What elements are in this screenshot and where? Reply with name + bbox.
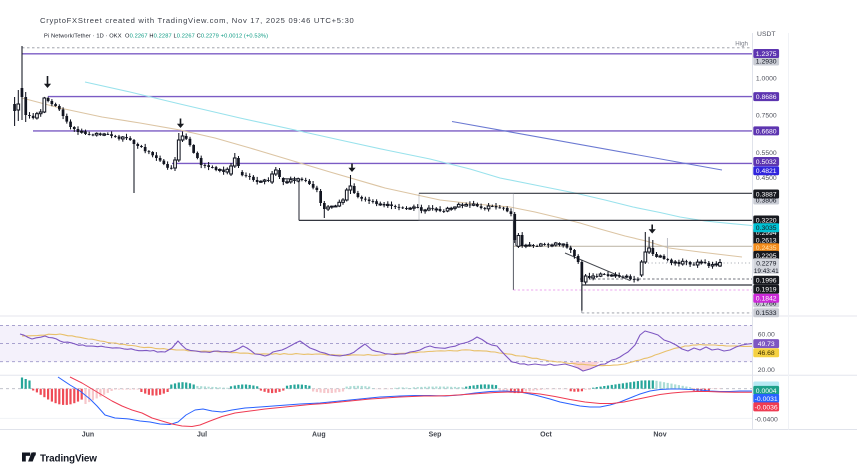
svg-text:0.8686: 0.8686 <box>756 94 777 101</box>
svg-text:Jul: Jul <box>197 431 207 438</box>
svg-text:60.00: 60.00 <box>758 332 775 339</box>
svg-text:19:43:41: 19:43:41 <box>754 268 779 275</box>
svg-text:0.2435: 0.2435 <box>756 245 777 252</box>
svg-text:0.5500: 0.5500 <box>756 150 777 157</box>
svg-text:0.1842: 0.1842 <box>756 296 777 303</box>
svg-text:-0.0400: -0.0400 <box>755 416 778 423</box>
svg-text:0.3887: 0.3887 <box>756 191 777 198</box>
svg-text:46.68: 46.68 <box>758 350 775 357</box>
svg-text:Oct: Oct <box>540 431 552 438</box>
svg-text:0.5032: 0.5032 <box>756 159 777 166</box>
svg-text:USDT: USDT <box>757 31 776 38</box>
svg-text:0.6680: 0.6680 <box>756 128 777 135</box>
svg-text:0.2994: 0.2994 <box>756 230 777 237</box>
svg-text:Pi Network/Tether · 1D · OKX: Pi Network/Tether · 1D · OKX O0.2267 H0.… <box>44 34 268 40</box>
svg-text:20.00: 20.00 <box>758 367 775 374</box>
svg-text:0.3806: 0.3806 <box>756 197 777 204</box>
svg-text:0.3035: 0.3035 <box>756 225 777 232</box>
svg-text:0.0004: 0.0004 <box>756 388 777 395</box>
svg-text:0.2279: 0.2279 <box>756 261 777 268</box>
svg-text:TradingView: TradingView <box>40 454 97 465</box>
svg-text:1.2375: 1.2375 <box>756 51 777 58</box>
svg-text:0.7500: 0.7500 <box>756 112 777 119</box>
svg-text:Aug: Aug <box>312 431 326 438</box>
svg-text:1.2930: 1.2930 <box>756 58 777 65</box>
svg-text:0.1996: 0.1996 <box>756 278 777 285</box>
svg-text:Jun: Jun <box>82 431 94 438</box>
svg-text:-0.0031: -0.0031 <box>755 396 778 403</box>
svg-text:0.1919: 0.1919 <box>756 287 777 294</box>
svg-text:-0.0036: -0.0036 <box>755 404 778 411</box>
svg-text:0.3220: 0.3220 <box>756 217 777 224</box>
svg-text:1.0000: 1.0000 <box>756 76 777 83</box>
svg-text:0.2613: 0.2613 <box>756 237 777 244</box>
svg-text:49.73: 49.73 <box>758 341 775 348</box>
svg-text:0.2295: 0.2295 <box>756 253 777 260</box>
svg-text:CryptoFXStreet created with Tr: CryptoFXStreet created with TradingView.… <box>40 16 354 25</box>
svg-text:0.4821: 0.4821 <box>756 168 777 175</box>
svg-text:Sep: Sep <box>429 431 442 438</box>
svg-text:0.1533: 0.1533 <box>756 310 777 317</box>
svg-text:High: High <box>735 41 748 48</box>
svg-text:0.4500: 0.4500 <box>756 175 777 182</box>
svg-text:0.1766: 0.1766 <box>756 300 777 307</box>
svg-text:Nov: Nov <box>653 431 666 438</box>
